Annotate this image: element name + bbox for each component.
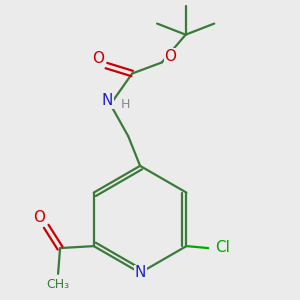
Text: N: N [101,93,113,108]
Text: CH₃: CH₃ [46,278,70,291]
Text: O: O [33,210,45,225]
Text: O: O [92,51,104,66]
Text: N: N [134,266,146,280]
Text: O: O [165,49,177,64]
Text: H: H [121,98,130,111]
Text: Cl: Cl [215,240,230,255]
